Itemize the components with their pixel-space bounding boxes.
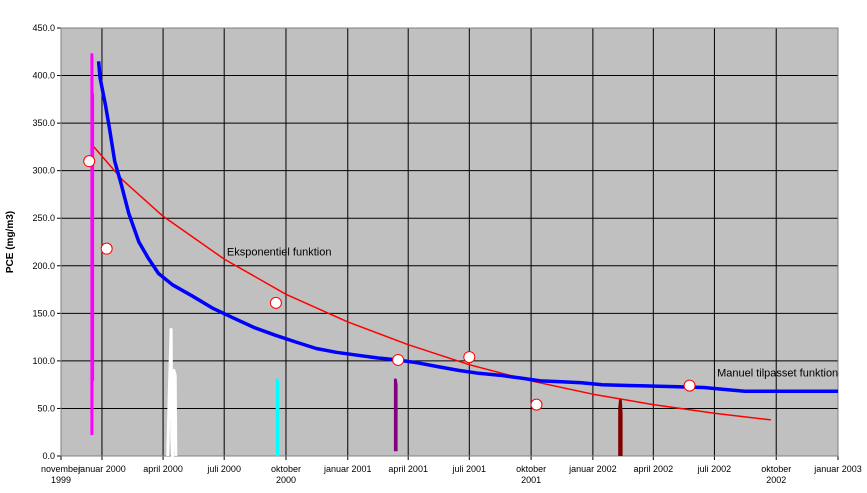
y-tick-label: 100.0 (32, 356, 55, 366)
x-tick-label: oktober (761, 464, 791, 474)
y-tick-label: 250.0 (32, 213, 55, 223)
y-axis-label: PCE (mg/m3) (5, 211, 16, 273)
y-tick-label: 450.0 (32, 23, 55, 33)
y-tick-label: 0.0 (42, 451, 55, 461)
x-tick-label: november (41, 464, 81, 474)
plot-area (61, 28, 838, 456)
x-tick-label: oktober (516, 464, 546, 474)
data-point (683, 379, 696, 392)
darkred-spike-line (618, 399, 623, 456)
x-tick-label: 1999 (51, 475, 71, 485)
x-tick-label: april 2000 (143, 464, 183, 474)
data-point (530, 398, 543, 411)
data-point (463, 351, 476, 364)
y-tick-label: 350.0 (32, 118, 55, 128)
x-tick-label: januar 2000 (77, 464, 126, 474)
x-tick-label: januar 2003 (813, 464, 862, 474)
annotation-label: Manuel tilpasset funktion (717, 367, 838, 379)
data-point (269, 296, 282, 309)
x-tick-label: 2002 (766, 475, 786, 485)
marker-layer (83, 155, 696, 411)
y-tick-label: 150.0 (32, 308, 55, 318)
x-tick-label: januar 2002 (568, 464, 617, 474)
y-tick-label: 300.0 (32, 166, 55, 176)
manual-line (96, 61, 838, 394)
data-point (392, 353, 405, 366)
x-tick-label: 2000 (276, 475, 296, 485)
y-tick-label: 200.0 (32, 261, 55, 271)
x-tick-label: april 2002 (634, 464, 674, 474)
x-tick-label: april 2001 (388, 464, 428, 474)
plot-border (60, 27, 839, 457)
x-tick-label: oktober (271, 464, 301, 474)
y-tick-labels: 0.0 50.0 100.0 150.0 200.0 250.0 300.0 350.0 400… (32, 23, 55, 461)
y-tick-label: 50.0 (37, 403, 55, 413)
x-tick-label: juli 2001 (452, 464, 487, 474)
purple-spike-line (393, 378, 398, 452)
magenta-spike-line (90, 53, 95, 436)
series-layer (90, 53, 838, 458)
data-point (83, 155, 96, 168)
x-tick-label: januar 2001 (323, 464, 372, 474)
x-tick-label: juli 2002 (697, 464, 732, 474)
data-point (100, 242, 113, 255)
exponential-line (93, 146, 771, 421)
x-tick-label: juli 2000 (206, 464, 241, 474)
white-spike-line (166, 328, 178, 458)
cyan-spike-line (275, 378, 280, 456)
x-tick-label: 2001 (521, 475, 541, 485)
y-tick-label: 400.0 (32, 71, 55, 81)
annotation-layer: Eksponentiel funktion Manuel tilpasset fu… (227, 247, 838, 380)
annotation-label: Eksponentiel funktion (227, 247, 332, 259)
